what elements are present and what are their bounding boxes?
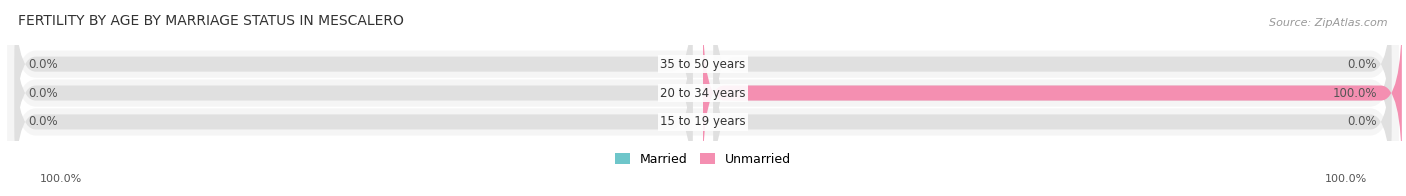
Text: 100.0%: 100.0% [1333, 86, 1378, 100]
Text: FERTILITY BY AGE BY MARRIAGE STATUS IN MESCALERO: FERTILITY BY AGE BY MARRIAGE STATUS IN M… [18, 14, 404, 28]
FancyBboxPatch shape [703, 14, 1402, 172]
FancyBboxPatch shape [713, 0, 1392, 143]
FancyBboxPatch shape [7, 0, 1399, 195]
FancyBboxPatch shape [7, 20, 1399, 196]
Text: 15 to 19 years: 15 to 19 years [661, 115, 745, 128]
Legend: Married, Unmarried: Married, Unmarried [610, 148, 796, 171]
Text: 20 to 34 years: 20 to 34 years [661, 86, 745, 100]
Text: 100.0%: 100.0% [1324, 174, 1367, 184]
FancyBboxPatch shape [14, 0, 693, 143]
Text: 100.0%: 100.0% [39, 174, 82, 184]
Text: 35 to 50 years: 35 to 50 years [661, 58, 745, 71]
FancyBboxPatch shape [713, 14, 1392, 172]
Text: 0.0%: 0.0% [28, 58, 58, 71]
Text: 0.0%: 0.0% [28, 86, 58, 100]
Text: 0.0%: 0.0% [1348, 58, 1378, 71]
FancyBboxPatch shape [14, 14, 693, 172]
Text: 0.0%: 0.0% [28, 115, 58, 128]
Text: 0.0%: 0.0% [1348, 115, 1378, 128]
FancyBboxPatch shape [14, 43, 693, 196]
FancyBboxPatch shape [7, 0, 1399, 166]
Text: Source: ZipAtlas.com: Source: ZipAtlas.com [1270, 18, 1388, 28]
FancyBboxPatch shape [713, 43, 1392, 196]
